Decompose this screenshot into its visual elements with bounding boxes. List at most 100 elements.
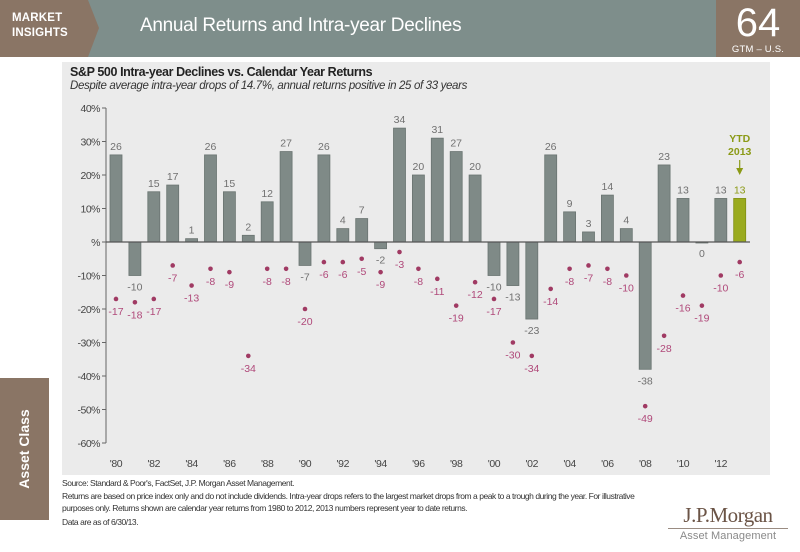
decline-dot: [189, 283, 194, 288]
y-tick-label: -30%: [77, 338, 100, 350]
decline-dot: [283, 266, 289, 272]
return-bar: [317, 154, 331, 243]
decline-dot: [151, 296, 157, 302]
return-label: -7: [300, 271, 309, 283]
side-tab-label: Asset Class: [16, 409, 32, 489]
y-tick-label: 40%: [80, 103, 100, 115]
return-label: 26: [545, 141, 557, 153]
return-label: -13: [505, 292, 520, 304]
y-tick-label: 20%: [80, 170, 100, 182]
decline-label: -11: [430, 286, 445, 298]
return-label: 13: [715, 184, 727, 196]
decline-label: -13: [184, 293, 199, 305]
return-bar: [260, 201, 274, 243]
ytd-annotation-line2: 2013: [728, 146, 752, 158]
decline-label: -14: [543, 296, 558, 308]
decline-dot: [208, 266, 213, 272]
return-bar: [393, 127, 406, 243]
return-bar: [279, 151, 293, 243]
return-bar: [563, 211, 576, 243]
return-bar: [544, 154, 558, 243]
return-bar: [582, 231, 595, 243]
logo-subtitle: Asset Management: [679, 530, 777, 542]
decline-dot: [132, 300, 138, 305]
page-number: 64: [735, 1, 781, 45]
x-tick-label: '88: [261, 458, 274, 470]
decline-dot: [661, 333, 667, 339]
decline-label: -12: [468, 289, 483, 301]
decline-dot: [453, 303, 459, 308]
return-bar: [714, 198, 728, 243]
decline-dot: [378, 269, 383, 275]
decline-dot: [624, 273, 629, 278]
y-tick-label: 10%: [80, 204, 100, 216]
x-tick-label: '94: [374, 458, 387, 470]
y-tick-label: -50%: [77, 405, 100, 417]
return-bar: [676, 198, 690, 243]
x-tick-label: '86: [223, 458, 236, 470]
return-label: 4: [623, 215, 629, 227]
return-label: 1: [189, 225, 195, 237]
return-label: 15: [148, 178, 160, 190]
decline-dot: [680, 293, 686, 298]
decline-label: -49: [638, 413, 653, 425]
return-label: 20: [413, 161, 425, 173]
decline-dot: [567, 266, 572, 272]
decline-label: -17: [108, 306, 123, 318]
decline-label: -7: [168, 272, 177, 284]
y-tick-label: -10%: [77, 271, 100, 283]
decline-dot: [529, 353, 535, 359]
y-tick-label: -40%: [77, 371, 100, 383]
decline-dot: [340, 259, 346, 265]
decline-dot: [472, 279, 478, 285]
return-bar: [487, 241, 501, 276]
return-bar: [355, 218, 369, 243]
decline-dot: [397, 249, 402, 255]
decline-dot: [699, 303, 705, 308]
x-tick-label: '92: [337, 458, 350, 470]
x-tick-label: '90: [299, 458, 312, 470]
side-tab-asset-class[interactable]: Asset Class: [0, 378, 49, 520]
return-label: -10: [127, 282, 142, 294]
jpmorgan-logo: J.P.Morgan Asset Management: [668, 503, 788, 544]
decline-dot: [718, 273, 724, 278]
chart-panel: [62, 62, 770, 475]
x-tick-label: '02: [526, 458, 539, 470]
y-tick-label: -20%: [77, 304, 100, 316]
decline-dot: [359, 256, 365, 262]
return-label: 4: [340, 215, 346, 227]
x-tick-label: '00: [488, 458, 501, 470]
return-label: 26: [318, 141, 330, 153]
decline-label: -34: [241, 363, 256, 375]
return-bar: [506, 241, 520, 286]
x-tick-label: '06: [601, 458, 614, 470]
return-bar: [468, 174, 482, 243]
return-label: 17: [167, 171, 179, 183]
return-bar: [619, 228, 633, 243]
decline-dot: [416, 266, 421, 272]
return-bar: [222, 191, 236, 243]
return-label: 34: [394, 114, 406, 126]
decline-label: -8: [263, 276, 272, 288]
return-label: 13: [734, 184, 746, 196]
decline-dot: [227, 269, 232, 275]
return-bar: [449, 151, 463, 243]
return-bar: [298, 241, 312, 266]
decline-label: -18: [127, 309, 142, 321]
x-tick-label: '08: [639, 458, 652, 470]
decline-dot: [510, 340, 516, 345]
decline-dot: [170, 263, 175, 268]
decline-label: -17: [146, 306, 161, 318]
methodology-note: Returns are based on price index only an…: [62, 491, 635, 513]
page-number-box: 64 GTM – U.S.: [716, 0, 800, 57]
chart-title: S&P 500 Intra-year Declines vs. Calendar…: [70, 65, 373, 79]
decline-label: -19: [449, 313, 464, 325]
decline-label: -6: [338, 269, 347, 281]
decline-label: -20: [297, 316, 312, 328]
decline-dot: [548, 286, 553, 292]
decline-dot: [264, 266, 270, 272]
return-bar: [166, 184, 180, 243]
return-label: 7: [359, 205, 365, 217]
ytd-annotation-line1: YTD: [729, 133, 750, 145]
